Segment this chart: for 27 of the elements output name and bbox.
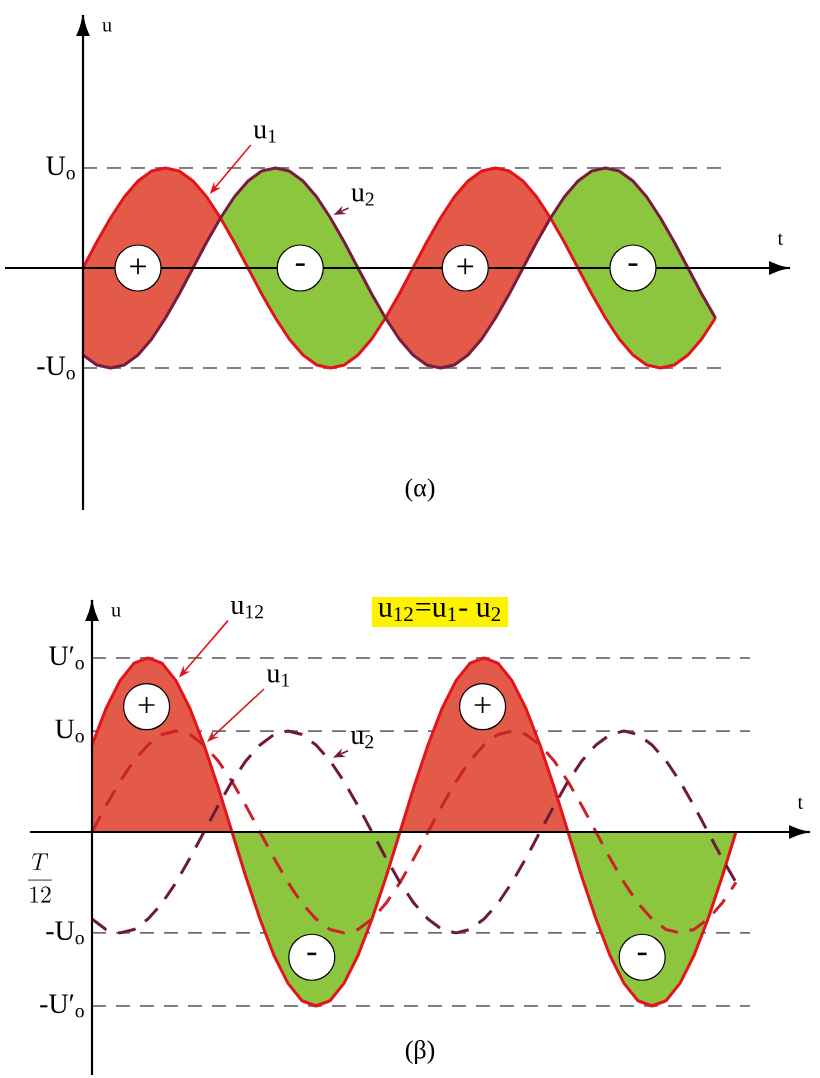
ref-line-label: -U$_{o}$ bbox=[46, 921, 84, 945]
annotation: + bbox=[138, 697, 155, 713]
text: u$_{12}$ bbox=[230, 601, 263, 619]
annotation: + bbox=[474, 697, 491, 713]
y-axis-title: u bbox=[111, 607, 121, 617]
annotation: - bbox=[637, 952, 647, 956]
text: $\frac{T}{12}$ bbox=[28, 853, 52, 903]
ref-line-label: -U′$_{o}$ bbox=[40, 994, 84, 1018]
text: u$_{1}$ bbox=[266, 669, 290, 687]
text: u$_{1}$ bbox=[253, 125, 276, 143]
y-axis-title: u bbox=[102, 22, 112, 32]
x-axis-title: t bbox=[797, 797, 803, 809]
chart-title: u$_{12}$=u$_{1}$- u$_{2}$ bbox=[378, 602, 501, 622]
ref-line-label: U′$_{o}$ bbox=[49, 646, 84, 670]
annotation: - bbox=[307, 952, 317, 956]
text: (β) bbox=[405, 1040, 435, 1064]
ref-line-label: U$_{o}$ bbox=[55, 719, 84, 743]
annotation: - bbox=[295, 263, 305, 266]
annotation: - bbox=[628, 263, 638, 266]
text: (α) bbox=[405, 478, 435, 502]
ref-line-label: U$_{o}$ bbox=[46, 156, 75, 180]
legend-label: u$_{2}$ bbox=[351, 188, 374, 206]
legend-label: u$_{2}$ bbox=[350, 731, 374, 749]
ref-line-label: -U$_{o}$ bbox=[37, 356, 75, 380]
annotation: + bbox=[130, 258, 146, 275]
x-axis-title: t bbox=[777, 233, 783, 245]
annotation: + bbox=[457, 258, 474, 275]
